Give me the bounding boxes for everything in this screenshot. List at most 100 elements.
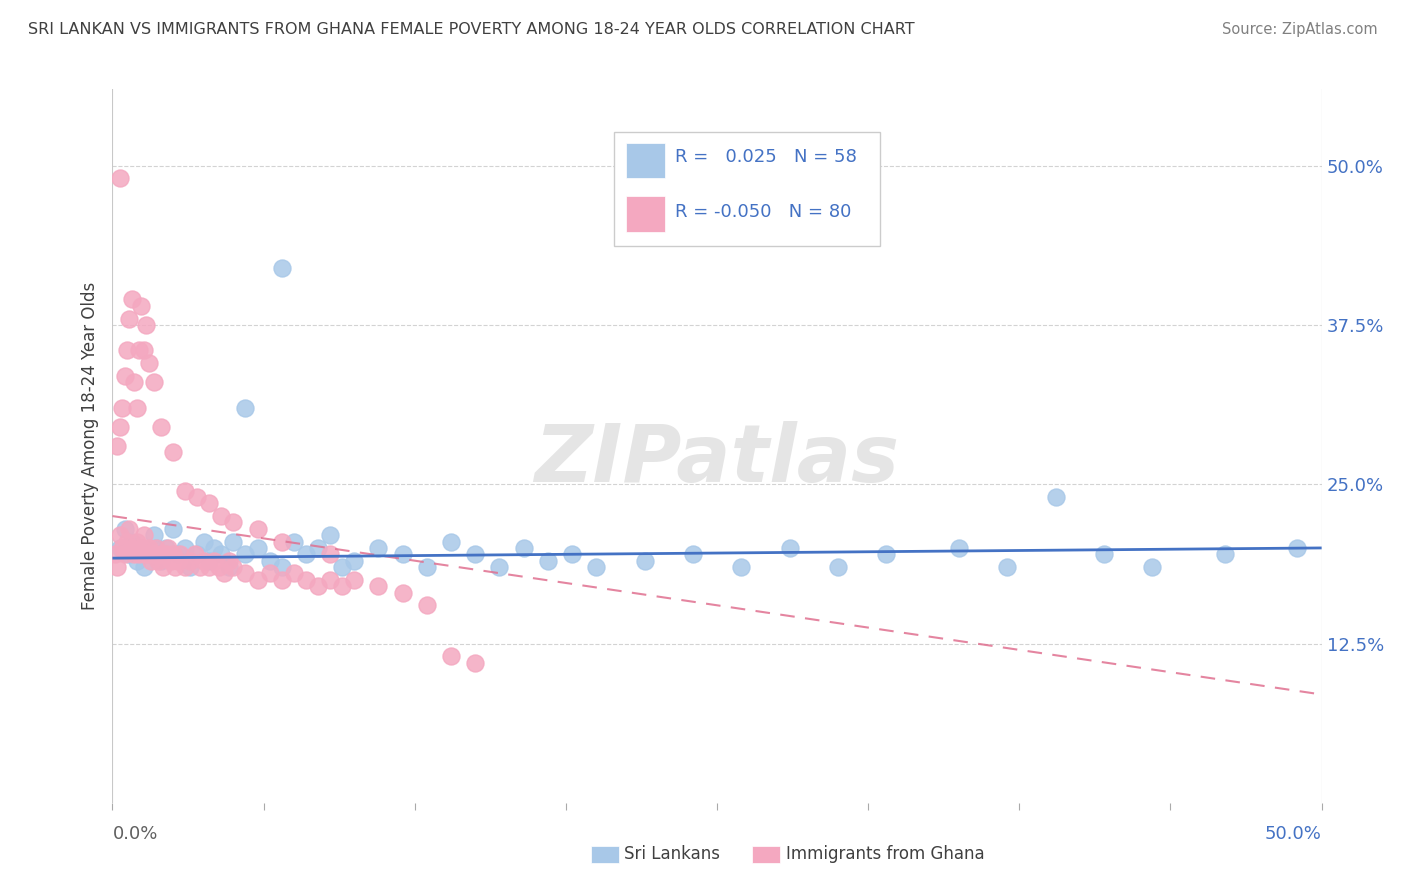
Point	[145, 541, 167, 555]
FancyBboxPatch shape	[626, 143, 665, 178]
Point	[209, 547, 232, 561]
Point	[121, 293, 143, 307]
Point	[319, 547, 342, 561]
Point	[165, 560, 187, 574]
Point	[131, 541, 153, 555]
Y-axis label: Female Poverty Among 18-24 Year Olds: Female Poverty Among 18-24 Year Olds	[82, 282, 100, 610]
Point	[416, 599, 439, 613]
Point	[141, 554, 163, 568]
Point	[179, 560, 201, 574]
Point	[142, 376, 165, 390]
Point	[162, 547, 184, 561]
Point	[270, 560, 292, 574]
Point	[222, 516, 245, 530]
Point	[118, 522, 141, 536]
Point	[142, 528, 165, 542]
Point	[512, 541, 534, 555]
Point	[105, 560, 128, 574]
Point	[218, 554, 240, 568]
Point	[166, 554, 188, 568]
Point	[464, 656, 486, 670]
Point	[162, 522, 184, 536]
Point	[295, 547, 318, 561]
Point	[307, 541, 329, 555]
Text: R =   0.025   N = 58: R = 0.025 N = 58	[675, 148, 856, 166]
Point	[283, 534, 305, 549]
Point	[464, 547, 486, 561]
Text: ZIPatlas: ZIPatlas	[534, 421, 900, 500]
Point	[235, 401, 257, 415]
Point	[125, 554, 148, 568]
Point	[235, 566, 257, 581]
Point	[108, 171, 131, 186]
Point	[149, 420, 172, 434]
Point	[875, 547, 897, 561]
Point	[135, 318, 157, 332]
Point	[114, 522, 136, 536]
Point	[198, 496, 221, 510]
Point	[121, 541, 143, 555]
Point	[1286, 541, 1309, 555]
Point	[149, 547, 172, 561]
Point	[155, 541, 177, 555]
Point	[416, 560, 439, 574]
Point	[174, 560, 197, 574]
Point	[295, 573, 318, 587]
Point	[307, 579, 329, 593]
Point	[391, 547, 413, 561]
Point	[561, 547, 583, 561]
Point	[128, 547, 150, 561]
Point	[246, 573, 269, 587]
Point	[246, 522, 269, 536]
Point	[246, 541, 269, 555]
Point	[198, 560, 221, 574]
Point	[108, 541, 131, 555]
Point	[259, 566, 281, 581]
Point	[135, 547, 157, 561]
Point	[488, 560, 510, 574]
Point	[188, 560, 211, 574]
Point	[108, 528, 131, 542]
Point	[115, 343, 138, 358]
Point	[114, 368, 136, 383]
Point	[193, 554, 215, 568]
Point	[186, 547, 208, 561]
Point	[118, 547, 141, 561]
Point	[138, 547, 160, 561]
Text: 0.0%: 0.0%	[112, 825, 157, 843]
Point	[111, 401, 134, 415]
Point	[827, 560, 849, 574]
Point	[138, 541, 160, 555]
Point	[174, 483, 197, 498]
Point	[193, 534, 215, 549]
Point	[142, 547, 165, 561]
Point	[1213, 547, 1236, 561]
Point	[343, 573, 366, 587]
Point	[198, 554, 221, 568]
Point	[162, 445, 184, 459]
Point	[131, 299, 153, 313]
Point	[1142, 560, 1164, 574]
Point	[186, 490, 208, 504]
Point	[222, 560, 245, 574]
Point	[128, 343, 150, 358]
Point	[270, 260, 292, 275]
Point	[121, 534, 143, 549]
Point	[125, 534, 148, 549]
Text: Source: ZipAtlas.com: Source: ZipAtlas.com	[1222, 22, 1378, 37]
Point	[105, 439, 128, 453]
FancyBboxPatch shape	[614, 132, 880, 246]
Point	[537, 554, 560, 568]
Point	[948, 541, 970, 555]
Point	[148, 554, 170, 568]
Point	[132, 528, 155, 542]
Point	[995, 560, 1018, 574]
Point	[149, 554, 172, 568]
Point	[125, 401, 148, 415]
Point	[208, 560, 231, 574]
Point	[145, 541, 167, 555]
Point	[111, 541, 134, 555]
Point	[122, 547, 145, 561]
Point	[343, 554, 366, 568]
Point	[159, 554, 181, 568]
